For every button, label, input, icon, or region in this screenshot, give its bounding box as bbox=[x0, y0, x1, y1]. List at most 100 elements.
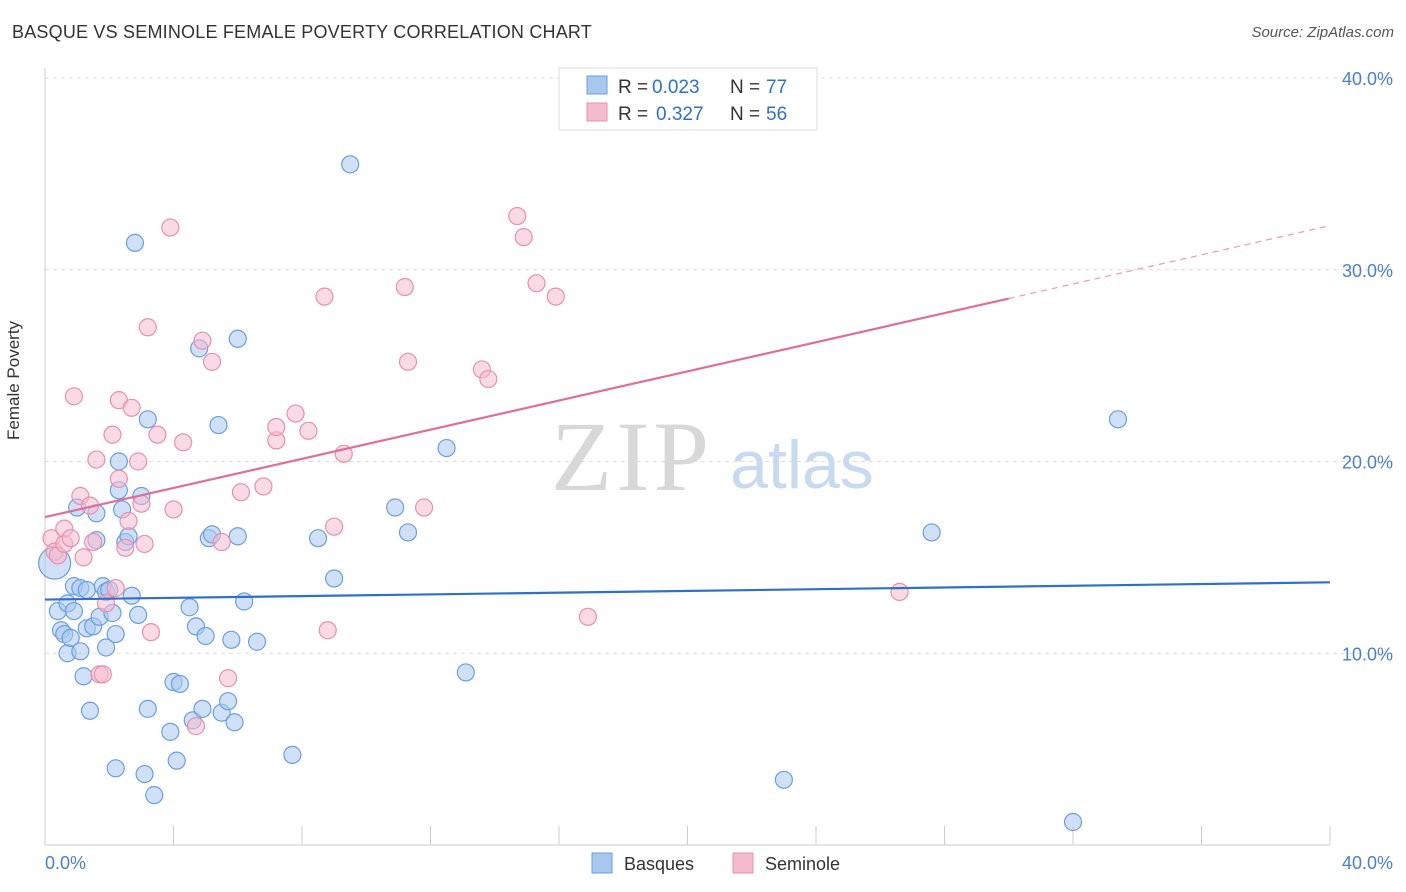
seminole-point bbox=[231, 483, 251, 502]
stats-n-seminole: 56 bbox=[766, 104, 787, 125]
stats-r-seminole: 0.327 bbox=[656, 104, 704, 125]
seminole-point bbox=[64, 387, 84, 406]
stats-r-basques: 0.023 bbox=[652, 77, 700, 98]
basques-point bbox=[1108, 410, 1128, 429]
seminole-point bbox=[325, 517, 344, 536]
basques-point bbox=[228, 527, 247, 546]
seminole-point bbox=[546, 287, 565, 306]
seminole-point bbox=[527, 274, 546, 293]
basques-point bbox=[138, 699, 157, 718]
basques-point bbox=[129, 605, 148, 625]
seminole-point bbox=[87, 450, 106, 469]
basques-point bbox=[138, 410, 157, 429]
legend: Basques Seminole bbox=[591, 852, 840, 874]
tick-labels: 10.0% 20.0% 30.0% 40.0% 0.0% 40.0% bbox=[45, 69, 1393, 873]
seminole-point bbox=[414, 498, 434, 517]
seminole-point bbox=[254, 477, 273, 496]
y-tick-label: 40.0% bbox=[1342, 69, 1393, 89]
basques-point bbox=[386, 498, 405, 517]
basques-point bbox=[80, 701, 100, 720]
y-tick-label: 20.0% bbox=[1342, 453, 1393, 473]
basques-point bbox=[106, 624, 125, 644]
seminole-point bbox=[116, 538, 135, 557]
seminole-point bbox=[890, 582, 909, 601]
x-tick-label: 40.0% bbox=[1342, 853, 1393, 873]
basques-point bbox=[161, 722, 180, 741]
watermark-zip: ZIP bbox=[551, 401, 713, 512]
seminole-point bbox=[186, 717, 206, 736]
chart-title: BASQUE VS SEMINOLE FEMALE POVERTY CORREL… bbox=[12, 22, 593, 42]
basques-point bbox=[74, 667, 93, 686]
seminole-point bbox=[148, 425, 167, 444]
seminole-point bbox=[299, 421, 318, 440]
basques-point bbox=[222, 630, 241, 649]
seminole-point bbox=[315, 287, 334, 306]
legend-swatch-basques bbox=[591, 852, 613, 874]
stats-box: R = 0.023 N = 77 R = 0.327 N = 56 bbox=[558, 67, 818, 131]
seminole-point bbox=[96, 594, 116, 613]
watermark: ZIP atlas bbox=[551, 401, 874, 512]
legend-swatch-seminole bbox=[732, 852, 754, 874]
chart-source: Source: ZipAtlas.com bbox=[1251, 24, 1394, 41]
seminole-point bbox=[132, 494, 151, 513]
basques-point bbox=[437, 438, 456, 458]
seminole-point bbox=[578, 607, 598, 626]
seminole-point bbox=[202, 352, 222, 371]
seminole-point bbox=[479, 369, 498, 389]
y-tick-label: 10.0% bbox=[1342, 644, 1393, 664]
basques-point bbox=[180, 598, 199, 617]
basques-point bbox=[235, 592, 254, 611]
basques-point bbox=[308, 529, 328, 548]
legend-label-seminole: Seminole bbox=[765, 854, 840, 874]
seminole-point bbox=[514, 228, 533, 247]
seminole-point bbox=[135, 534, 154, 554]
basques-point bbox=[1063, 812, 1083, 832]
seminole-point bbox=[164, 500, 183, 519]
trend-lines bbox=[44, 225, 1331, 601]
seminole-point bbox=[141, 623, 161, 642]
basques-trend-line bbox=[44, 581, 1331, 601]
basques-point bbox=[61, 628, 80, 648]
seminole-point bbox=[109, 469, 128, 488]
seminole-point bbox=[395, 277, 414, 297]
seminole-point bbox=[84, 532, 103, 552]
seminole-point bbox=[267, 417, 286, 437]
basques-point bbox=[774, 770, 793, 789]
seminole-point bbox=[286, 404, 305, 423]
y-tick-label: 30.0% bbox=[1342, 261, 1393, 281]
stats-n-basques: 77 bbox=[766, 77, 787, 98]
stats-n-label-seminole: N = bbox=[730, 104, 760, 125]
basques-point bbox=[122, 586, 141, 605]
basques-point bbox=[193, 699, 212, 718]
stats-swatch-basques bbox=[586, 75, 608, 95]
basques-point bbox=[922, 523, 941, 542]
seminole-point bbox=[174, 433, 193, 452]
basques-point bbox=[341, 155, 360, 174]
basques-point bbox=[135, 764, 154, 784]
basques-point bbox=[219, 692, 238, 711]
seminole-point bbox=[212, 532, 231, 552]
basques-point bbox=[145, 786, 164, 805]
stats-swatch-seminole bbox=[586, 102, 608, 122]
basques-point bbox=[170, 674, 190, 694]
legend-label-basques: Basques bbox=[624, 854, 694, 874]
basques-point bbox=[196, 626, 215, 646]
seminole-point bbox=[318, 621, 337, 640]
basques-point bbox=[125, 233, 145, 253]
basques-point bbox=[228, 329, 247, 348]
basques-point bbox=[225, 713, 244, 732]
seminole-point bbox=[508, 206, 527, 226]
basques-point bbox=[325, 569, 344, 588]
basques-point bbox=[96, 638, 116, 657]
basques-point bbox=[456, 663, 475, 682]
stats-n-label-basques: N = bbox=[730, 77, 760, 98]
seminole-trend-line bbox=[44, 297, 1009, 519]
seminole-point bbox=[119, 511, 138, 531]
seminole-point bbox=[161, 218, 180, 237]
seminole-point bbox=[138, 318, 157, 337]
seminole-trend-extension bbox=[1008, 225, 1331, 300]
seminole-point bbox=[74, 548, 93, 567]
basques-point bbox=[71, 642, 90, 661]
basques-point bbox=[77, 580, 96, 600]
